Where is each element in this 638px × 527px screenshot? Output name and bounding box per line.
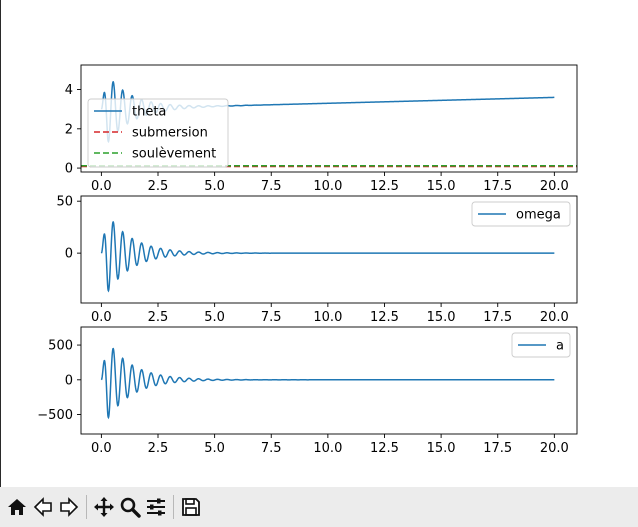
y-tick-label: 4 (65, 83, 73, 98)
y-tick-label: 0 (65, 162, 73, 177)
pan-button[interactable] (91, 492, 117, 522)
x-tick-label: 2.5 (148, 310, 169, 325)
legend-label: omega (516, 208, 561, 223)
x-tick-label: 0.0 (91, 179, 112, 194)
x-tick-label: 5.0 (204, 310, 225, 325)
y-tick-label: 0 (65, 373, 73, 388)
x-tick-label: 17.5 (483, 441, 512, 456)
configure-subplots-button[interactable] (143, 492, 169, 522)
figure: 0.0 2.5 5.0 7.5 10.0 12.5 15.0 17.5 20.0 0 2 4 theta… (37, 64, 578, 456)
x-tick-label: 10.0 (313, 179, 342, 194)
configure-subplots-icon (147, 498, 165, 516)
series-a-line (100, 347, 555, 420)
navigation-toolbar (0, 487, 638, 527)
x-tick-label: 12.5 (370, 310, 399, 325)
window-edge (0, 0, 1, 487)
series-omega-line (100, 221, 555, 293)
axes-frame (80, 326, 578, 435)
x-tick-label: 15.0 (427, 179, 456, 194)
legend-label: submersion (132, 126, 208, 141)
back-icon (33, 497, 52, 517)
x-tick-label: 20.0 (540, 310, 569, 325)
zoom-icon (120, 497, 141, 518)
x-tick-label: 0.0 (91, 310, 112, 325)
x-tick-label: 20.0 (540, 179, 569, 194)
home-button[interactable] (4, 492, 30, 522)
x-tick-label: 15.0 (427, 441, 456, 456)
x-tick-label: 7.5 (261, 179, 282, 194)
x-tick-label: 17.5 (483, 179, 512, 194)
x-tick-label: 20.0 (540, 441, 569, 456)
legend: omega (471, 201, 571, 227)
y-tick-label: 50 (56, 195, 73, 210)
y-tick-label: 500 (48, 339, 73, 354)
legend-label: soulèvement (132, 147, 216, 162)
x-tick-label: 10.0 (313, 310, 342, 325)
axes-frame (80, 64, 578, 173)
y-tick-label: 0 (65, 247, 73, 262)
forward-icon (60, 497, 79, 517)
toolbar-separator (86, 495, 87, 519)
legend-label: theta (132, 105, 166, 120)
pan-icon (94, 497, 114, 517)
legend-label: a (556, 339, 564, 354)
x-tick-label: 15.0 (427, 310, 456, 325)
legend: theta submersion soulèvement (87, 98, 229, 168)
axes-theta: 0.0 2.5 5.0 7.5 10.0 12.5 15.0 17.5 20.0 0 2 4 theta… (65, 64, 578, 194)
x-tick-label: 12.5 (370, 179, 399, 194)
axes-a: 0.0 2.5 5.0 7.5 10.0 12.5 15.0 17.5 20.0 −500 0 500… (37, 326, 578, 456)
x-tick-label: 7.5 (261, 441, 282, 456)
back-button[interactable] (30, 492, 56, 522)
toolbar-separator (173, 495, 174, 519)
axes-frame (80, 195, 578, 304)
x-tick-label: 2.5 (148, 179, 169, 194)
save-button[interactable] (178, 492, 204, 522)
zoom-button[interactable] (117, 492, 143, 522)
save-icon (182, 498, 200, 516)
forward-button[interactable] (56, 492, 82, 522)
x-tick-label: 0.0 (91, 441, 112, 456)
x-tick-label: 17.5 (483, 310, 512, 325)
axes-omega: 0.0 2.5 5.0 7.5 10.0 12.5 15.0 17.5 20.0 0 50 omega (56, 195, 578, 325)
x-tick-label: 12.5 (370, 441, 399, 456)
home-icon (8, 499, 26, 515)
x-tick-label: 5.0 (204, 441, 225, 456)
x-tick-label: 7.5 (261, 310, 282, 325)
legend: a (511, 332, 571, 358)
x-tick-label: 2.5 (148, 441, 169, 456)
x-tick-label: 5.0 (204, 179, 225, 194)
y-tick-label: −500 (37, 408, 73, 423)
y-tick-label: 2 (65, 122, 73, 137)
x-tick-label: 10.0 (313, 441, 342, 456)
